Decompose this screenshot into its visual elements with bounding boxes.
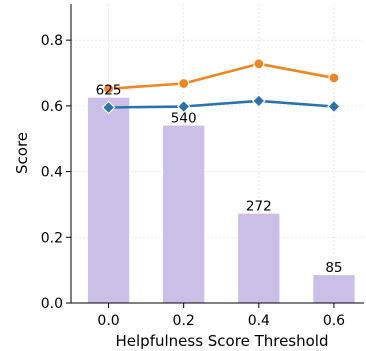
series-lines: [101, 58, 341, 115]
series-0-point-1: [178, 77, 190, 90]
bar-label-3: 85: [325, 260, 342, 276]
series-line-1: [108, 99, 335, 109]
x-tick-label-2: 0.4: [248, 313, 270, 329]
bar-2: [238, 213, 280, 303]
x-axis-title: Helpfulness Score Threshold: [116, 332, 329, 350]
bar-labels: 625 540 272 85: [96, 83, 343, 276]
x-tick-label-0: 0.0: [97, 313, 119, 329]
bars: [87, 97, 355, 304]
series-line-0: [108, 62, 335, 91]
series-0-point-3: [328, 72, 340, 84]
x-tick-label-3: 0.6: [323, 313, 345, 329]
series-1-point-0: [101, 100, 116, 115]
series-1-point-3: [327, 99, 341, 114]
bar-label-1: 540: [171, 111, 197, 127]
axes: 0.0 0.2 0.4 0.6 0.8 0.0 0.2 0.4 0.6: [41, 4, 364, 329]
y-tick-label-3: 0.6: [41, 99, 63, 115]
y-tick-label-4: 0.8: [41, 33, 63, 49]
series-0-point-2: [253, 58, 265, 70]
series-1-point-1: [176, 99, 191, 114]
y-tick-label-2: 0.4: [41, 165, 63, 181]
bar-label-2: 272: [246, 199, 272, 215]
y-tick-label-1: 0.2: [41, 230, 63, 246]
series-0-point-0: [102, 83, 115, 95]
bar-label-0: 625: [96, 83, 122, 99]
x-tick-label-1: 0.2: [173, 313, 195, 329]
bar-0: [87, 97, 130, 304]
bar-1: [163, 125, 205, 303]
y-tick-label-0: 0.0: [41, 296, 63, 312]
bar-3: [313, 275, 355, 303]
y-axis-title: Score: [13, 132, 31, 174]
series-1-point-2: [251, 94, 266, 108]
